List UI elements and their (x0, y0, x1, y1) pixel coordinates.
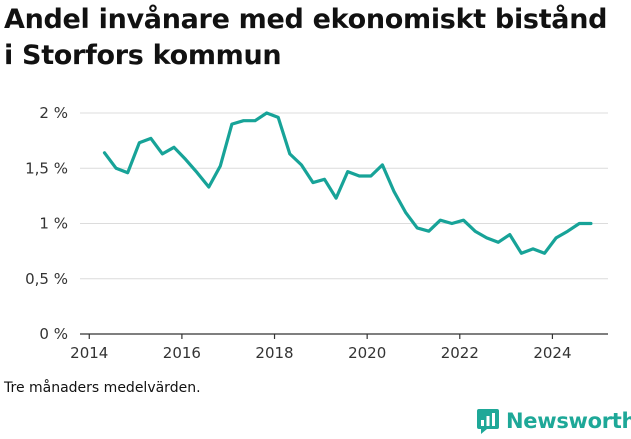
y-axis-tick-labels: 0 % 0,5 % 1 % 1,5 % 2 % (25, 104, 68, 343)
x-tick-label: 2022 (441, 344, 479, 362)
brand-name: Newsworthy (506, 409, 631, 433)
chart-caption: Tre månaders medelvärden. (4, 380, 201, 396)
chart-title: Andel invånare med ekonomiskt bistånd i … (4, 4, 608, 71)
newsworthy-logo-icon (477, 409, 499, 434)
grid-lines (80, 112, 608, 280)
x-tick-label: 2014 (70, 344, 108, 362)
line-chart: 0 % 0,5 % 1 % 1,5 % 2 % 2014 2016 2018 2020 2022… (25, 104, 608, 362)
x-axis (80, 333, 608, 339)
x-tick-label: 2024 (533, 344, 571, 362)
x-tick-label: 2018 (255, 344, 293, 362)
series-line (102, 111, 593, 255)
x-axis-tick-labels: 2014 2016 2018 2020 2022 2024 (70, 344, 571, 362)
y-tick-label: 0,5 % (25, 270, 68, 288)
y-tick-label: 1 % (39, 215, 68, 233)
x-tick-label: 2016 (163, 344, 201, 362)
y-tick-label: 1,5 % (25, 159, 68, 177)
newsworthy-logo: Newsworthy (476, 406, 631, 436)
y-tick-label: 2 % (39, 104, 68, 122)
y-tick-label: 0 % (39, 325, 68, 343)
x-tick-label: 2020 (348, 344, 386, 362)
